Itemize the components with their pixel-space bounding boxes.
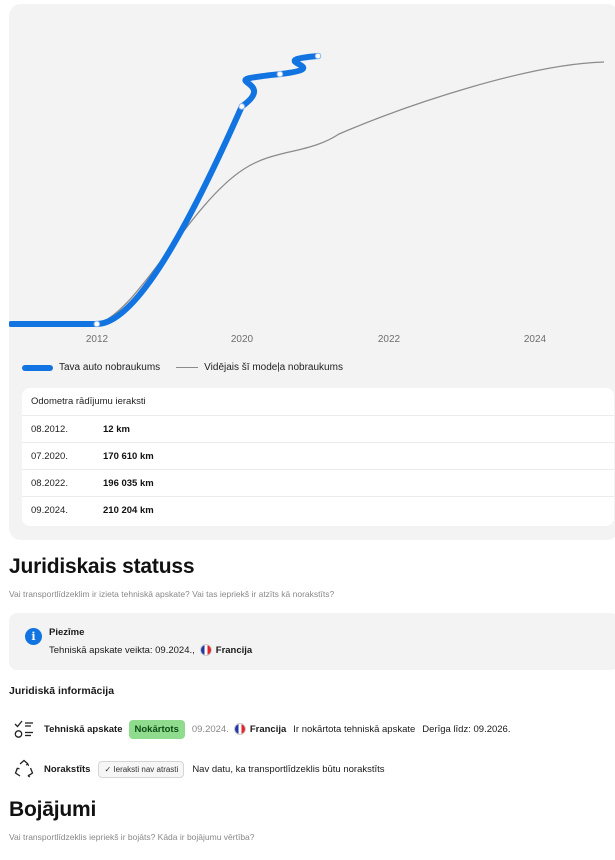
note-country: Francija	[215, 644, 253, 656]
legal-status-heading: Juridiskais statuss	[9, 555, 195, 578]
chart-legend: Tava auto nobraukums Vidējais šī modeļa …	[22, 362, 343, 373]
inspection-note: i Piezīme Tehniskā apskate veikta: 09.20…	[9, 613, 615, 670]
record-value: 210 204 km	[103, 504, 154, 516]
note-title: Piezīme	[49, 627, 85, 638]
mileage-chart-card: 2012 2020 2022 2024 Tava auto nobraukums Vi…	[9, 4, 615, 540]
damage-question: Vai transportlīdzeklis iepriekš ir bojāt…	[9, 832, 255, 842]
inspection-status-badge: Nokārtots	[128, 719, 185, 739]
legend-label-car: Tava auto nobraukums	[59, 362, 161, 373]
table-row: 07.2020. 170 610 km	[22, 442, 614, 469]
x-tick-label: 2020	[231, 334, 254, 345]
table-row: 09.2024. 210 204 km	[22, 496, 614, 523]
note-inspection-date: Tehniskā apskate veikta: 09.2024.,	[49, 644, 195, 656]
mileage-chart: 2012 2020 2022 2024	[9, 52, 605, 345]
record-value: 170 610 km	[103, 450, 154, 462]
x-tick-label: 2022	[378, 334, 401, 345]
record-date: 09.2024.	[31, 504, 68, 516]
checklist-icon	[14, 720, 33, 738]
average-mileage-line	[96, 61, 605, 325]
odometer-records-table: Odometra rādījumu ieraksti 08.2012. 12 k…	[22, 388, 614, 526]
legend-swatch-average	[176, 366, 199, 369]
data-point	[93, 320, 101, 328]
data-point	[238, 103, 246, 110]
inspection-label: Tehniskā apskate	[44, 723, 123, 735]
odometer-records-title: Odometra rādījumu ieraksti	[31, 396, 146, 407]
recycle-icon	[14, 759, 34, 778]
note-text: Tehniskā apskate veikta: 09.2024., Franc…	[49, 644, 252, 656]
legend-label-average: Vidējais šī modeļa nobraukums	[204, 362, 343, 373]
inspection-valid-until: Derīga līdz: 09.2026.	[422, 723, 511, 735]
record-value: 12 km	[103, 423, 130, 435]
record-date: 07.2020.	[31, 450, 68, 462]
x-tick-label: 2012	[86, 334, 109, 345]
record-date: 08.2022.	[31, 477, 68, 489]
inspection-row: Tehniskā apskate Nokārtots 09.2024. Fran…	[13, 718, 510, 740]
legal-info-heading: Juridiskā informācija	[9, 685, 115, 697]
france-flag-icon	[199, 644, 212, 656]
inspection-status-text: Ir nokārtota tehniskā apskate	[293, 723, 416, 735]
scrapped-label: Norakstīts	[44, 763, 91, 775]
scrapped-text: Nav datu, ka transportlīdzeklis būtu nor…	[192, 763, 385, 775]
damage-heading: Bojājumi	[9, 798, 97, 821]
info-icon: i	[25, 628, 42, 645]
legend-swatch-car	[22, 364, 53, 371]
data-point	[276, 70, 284, 78]
car-mileage-line	[9, 53, 322, 327]
x-tick-label: 2024	[524, 334, 547, 345]
scrapped-status-badge: ✓ Ieraksti nav atrasti	[98, 760, 185, 778]
scrapped-row: Norakstīts ✓ Ieraksti nav atrasti Nav da…	[13, 758, 385, 780]
legal-status-question: Vai transportlīdzeklim ir izieta tehnisk…	[9, 589, 335, 599]
france-flag-icon	[233, 723, 246, 735]
table-row: 08.2022. 196 035 km	[22, 469, 614, 496]
data-point	[314, 52, 322, 60]
inspection-date: 09.2024.	[191, 723, 229, 735]
table-row: 08.2012. 12 km	[22, 415, 614, 442]
record-value: 196 035 km	[103, 477, 154, 489]
record-date: 08.2012.	[31, 423, 68, 435]
inspection-country: Francija	[249, 723, 287, 735]
